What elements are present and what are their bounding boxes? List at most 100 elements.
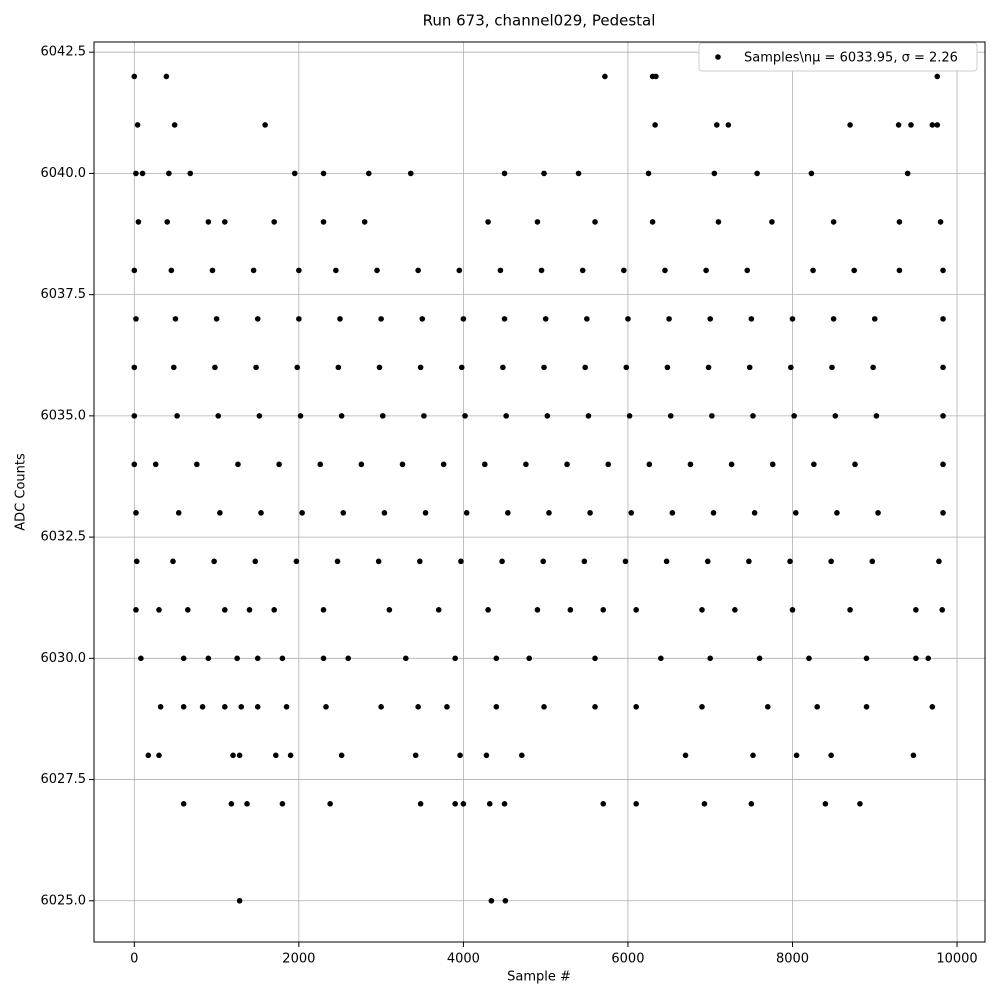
- point: [338, 752, 345, 759]
- point: [792, 510, 799, 516]
- point: [526, 655, 533, 662]
- point: [501, 316, 508, 322]
- point: [211, 558, 217, 565]
- point: [847, 122, 853, 128]
- point: [633, 704, 639, 710]
- point: [834, 510, 840, 516]
- point: [687, 461, 694, 468]
- point: [386, 607, 393, 613]
- point: [713, 122, 720, 128]
- point: [500, 364, 506, 371]
- point: [605, 461, 611, 468]
- point: [852, 461, 858, 468]
- point: [236, 752, 243, 759]
- point: [293, 558, 300, 565]
- point: [830, 219, 837, 225]
- y-tick-label: 6032.5: [41, 530, 87, 545]
- legend-box: [698, 42, 978, 72]
- point: [699, 607, 705, 613]
- point: [904, 170, 911, 177]
- point: [538, 267, 545, 274]
- point: [131, 364, 138, 371]
- point: [403, 655, 409, 662]
- point: [940, 316, 946, 322]
- point: [258, 510, 264, 516]
- point: [663, 558, 670, 565]
- point: [582, 364, 588, 371]
- point: [238, 704, 245, 710]
- point: [793, 752, 800, 759]
- point: [215, 413, 222, 419]
- point: [333, 267, 339, 274]
- point: [163, 73, 170, 80]
- point: [462, 413, 468, 419]
- y-axis-label: ADC Counts: [14, 453, 29, 531]
- point: [283, 704, 290, 710]
- point: [501, 800, 508, 807]
- point: [296, 267, 302, 274]
- point: [235, 461, 241, 468]
- x-axis-label: Sample #: [507, 970, 571, 985]
- y-tick-label: 6042.5: [41, 45, 87, 60]
- point: [600, 607, 607, 613]
- y-tick-label: 6027.5: [41, 772, 87, 787]
- point: [378, 704, 384, 710]
- point: [171, 364, 177, 371]
- point: [222, 219, 228, 225]
- point: [244, 800, 250, 807]
- point: [296, 316, 302, 322]
- point: [171, 122, 178, 128]
- point: [937, 219, 944, 225]
- point: [750, 752, 756, 759]
- point: [754, 170, 760, 177]
- legend-label: Samples\nμ = 6033.95, σ = 2.26: [744, 51, 958, 66]
- point: [925, 655, 932, 662]
- point: [623, 364, 630, 371]
- point: [486, 800, 493, 807]
- point: [814, 704, 820, 710]
- point: [828, 558, 834, 565]
- point: [164, 219, 171, 225]
- point: [234, 655, 240, 662]
- point: [419, 316, 426, 322]
- point: [699, 704, 705, 710]
- point: [417, 800, 424, 807]
- point: [704, 558, 711, 565]
- point: [417, 364, 424, 371]
- point: [415, 704, 421, 710]
- point: [334, 558, 341, 565]
- point: [806, 655, 812, 662]
- point: [587, 510, 593, 516]
- point: [133, 558, 140, 565]
- point: [250, 267, 257, 274]
- point: [157, 704, 164, 710]
- y-tick-label: 6025.0: [41, 893, 87, 908]
- point: [327, 800, 333, 807]
- point: [365, 170, 372, 177]
- point: [320, 219, 327, 225]
- point: [808, 170, 815, 177]
- point: [172, 316, 179, 322]
- chart-title: Run 673, channel029, Pedestal: [423, 12, 656, 30]
- point: [653, 73, 659, 80]
- point: [152, 461, 159, 468]
- point: [863, 704, 870, 710]
- point: [452, 655, 458, 662]
- point: [133, 170, 139, 177]
- point: [592, 219, 598, 225]
- point: [667, 413, 674, 419]
- point: [194, 461, 200, 468]
- point: [869, 558, 876, 565]
- point: [940, 510, 946, 516]
- point: [705, 364, 712, 371]
- point: [940, 461, 946, 468]
- point: [463, 510, 470, 516]
- point: [399, 461, 406, 468]
- plot-frame: [93, 41, 986, 943]
- point: [575, 170, 582, 177]
- point: [769, 461, 776, 468]
- point: [254, 704, 261, 710]
- point: [407, 170, 414, 177]
- point: [416, 558, 423, 565]
